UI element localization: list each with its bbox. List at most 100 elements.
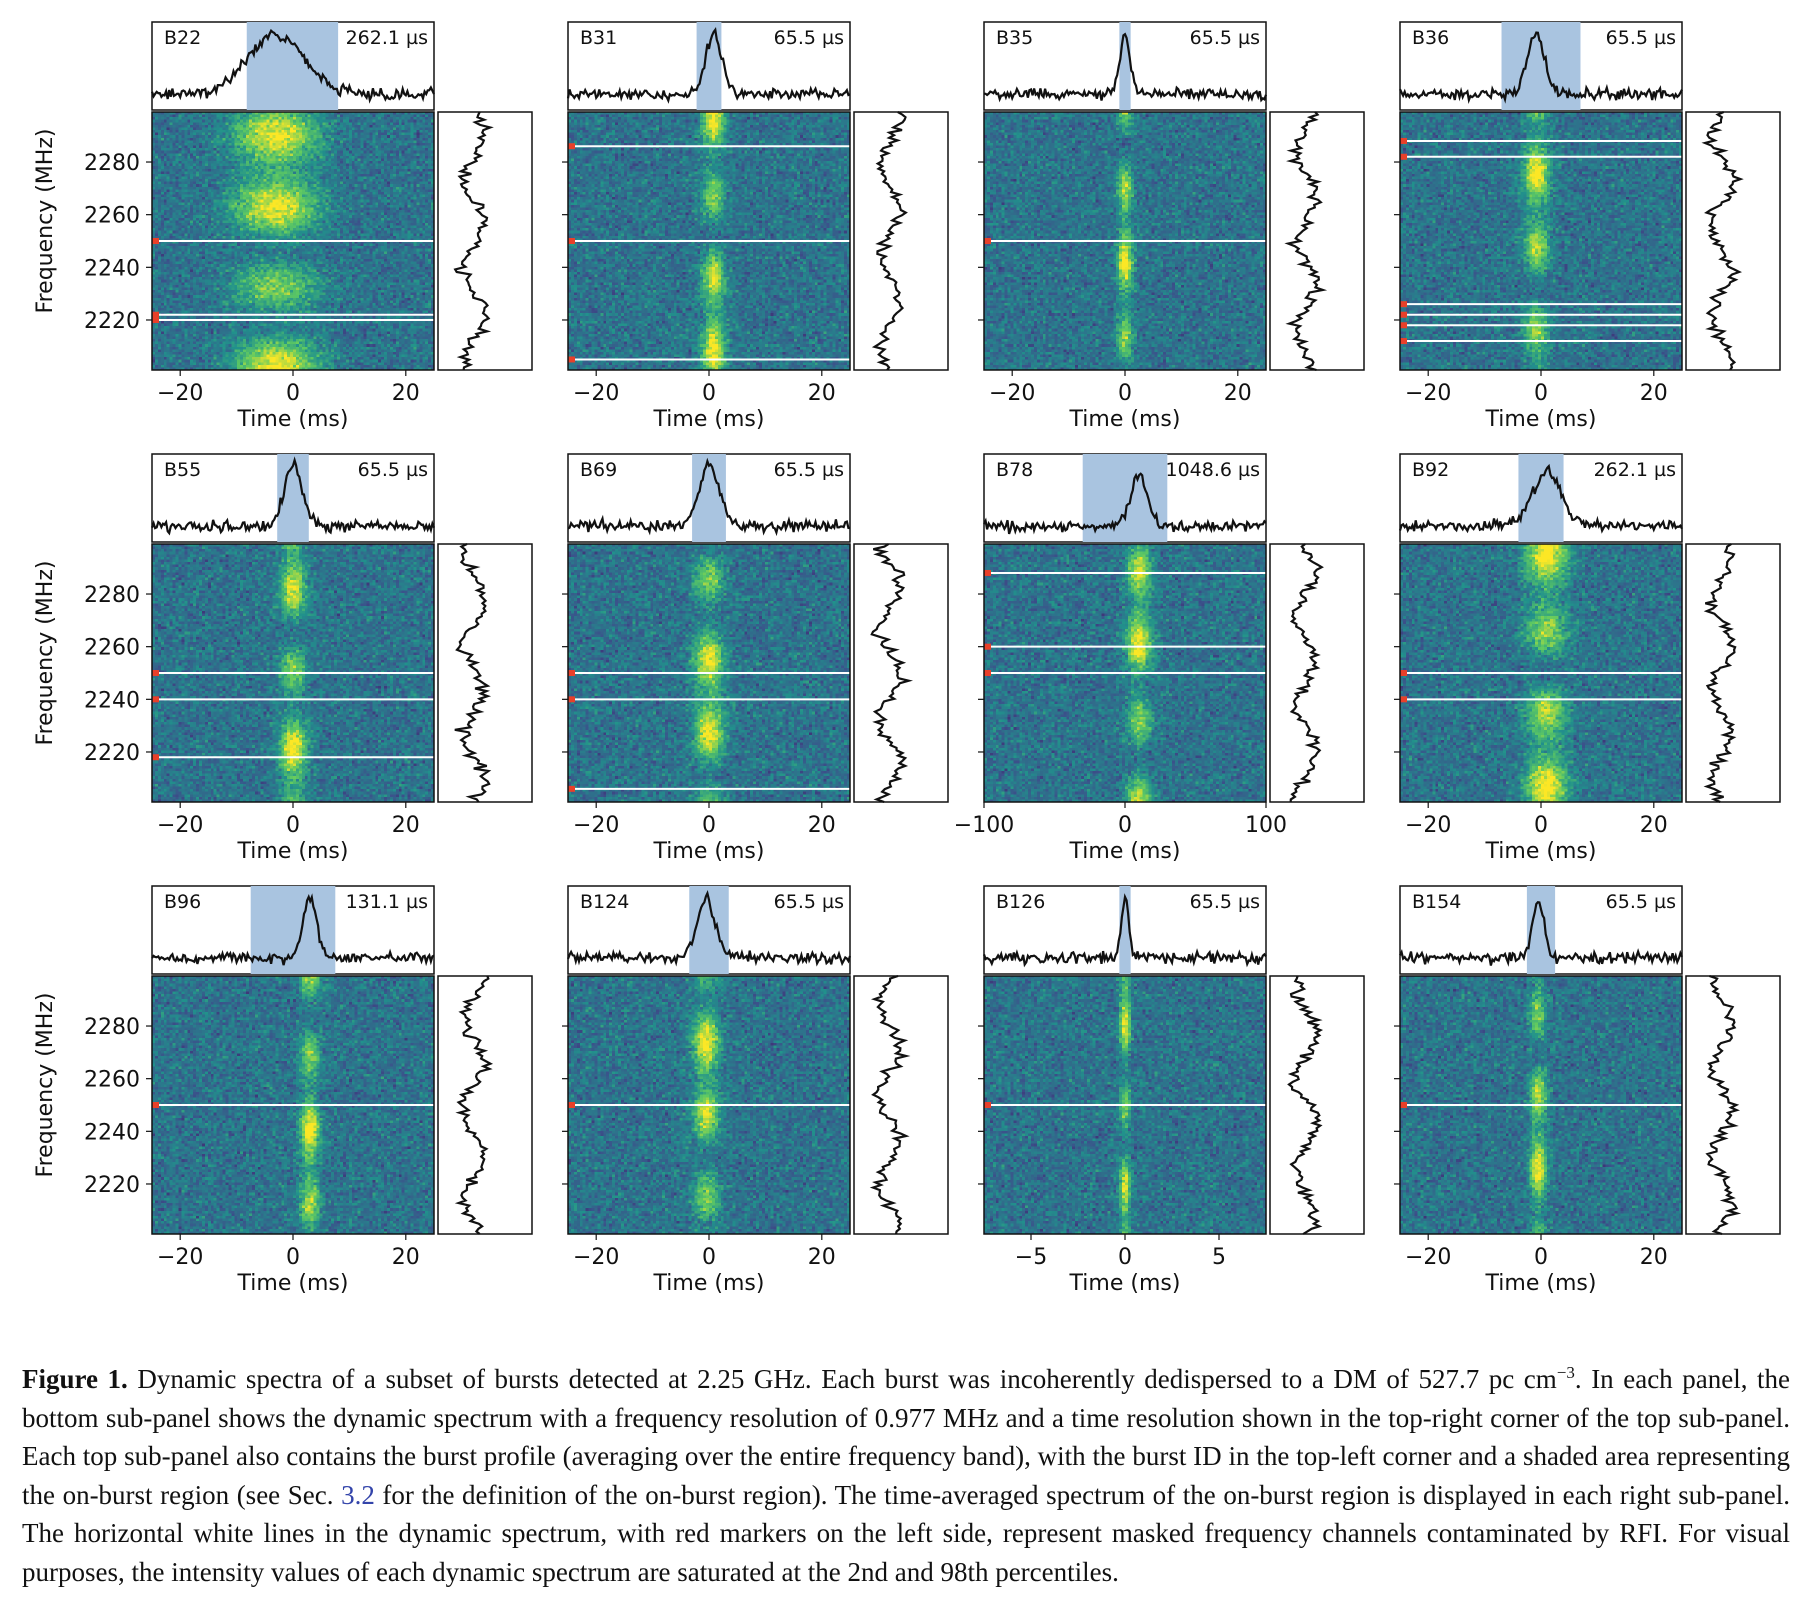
burst-profile-line: [983, 472, 1267, 535]
x-tick-label: 0: [286, 1245, 300, 1270]
x-axis-title: Time (ms): [1485, 407, 1597, 432]
x-tick-label: 20: [808, 1245, 836, 1270]
burst-profile-line: [566, 26, 851, 104]
x-tick-label: 5: [1212, 1245, 1226, 1270]
burst-id-label: B31: [580, 27, 617, 49]
x-tick-label: −20: [157, 381, 203, 406]
x-axis-title: Time (ms): [653, 1271, 765, 1296]
time-resolution-label: 262.1 µs: [346, 27, 428, 49]
y-tick-label: 2220: [84, 741, 140, 766]
x-tick-label: 0: [1118, 381, 1132, 406]
time-resolution-label: 1048.6 µs: [1165, 459, 1260, 481]
burst-profile-line: [983, 32, 1268, 103]
caption-text-3: for the definition of the on-burst regio…: [22, 1479, 1790, 1587]
spectrum-frame: [1269, 111, 1365, 371]
time-resolution-label: 65.5 µs: [774, 459, 844, 481]
x-tick-label: −5: [1015, 1245, 1047, 1270]
spectrum-line: [1287, 975, 1324, 1235]
y-tick-label: 2280: [84, 151, 140, 176]
time-resolution-label: 65.5 µs: [1606, 891, 1676, 913]
rfi-marker: [1400, 153, 1407, 160]
spectrum-line: [1701, 110, 1744, 371]
x-tick-label: 0: [286, 381, 300, 406]
spectrum-line: [1289, 543, 1324, 803]
caption-text-1: Dynamic spectra of a subset of bursts de…: [127, 1364, 1557, 1394]
y-tick-label: 2260: [84, 636, 140, 661]
y-axis-title: Frequency (MHz): [33, 129, 58, 314]
y-tick-label: 2280: [84, 1015, 140, 1040]
x-tick-label: −20: [573, 381, 619, 406]
x-tick-label: 20: [392, 381, 420, 406]
spectrum-line: [454, 975, 494, 1235]
y-tick-label: 2220: [84, 1173, 140, 1198]
caption-text-2: . In each panel, the bottom sub-panel sh…: [22, 1364, 1790, 1510]
rfi-marker: [152, 316, 159, 323]
burst-profile-line: [150, 28, 435, 104]
x-axis-title: Time (ms): [237, 407, 349, 432]
on-burst-region: [696, 22, 722, 110]
time-resolution-label: 65.5 µs: [1190, 27, 1260, 49]
y-tick-label: 2220: [84, 309, 140, 334]
rfi-marker: [1400, 696, 1407, 703]
x-tick-label: 20: [392, 1245, 420, 1270]
y-tick-label: 2260: [84, 1068, 140, 1093]
section-link[interactable]: 3.2: [341, 1479, 375, 1510]
on-burst-region: [1119, 22, 1131, 110]
x-tick-label: 0: [702, 813, 716, 838]
spectrum-frame: [437, 975, 533, 1235]
spectrum-frame: [437, 543, 533, 803]
x-tick-label: 20: [1640, 381, 1668, 406]
on-burst-region: [1518, 454, 1564, 542]
rfi-marker: [568, 696, 575, 703]
caption-label: Figure 1.: [22, 1364, 128, 1394]
time-resolution-label: 65.5 µs: [1190, 891, 1260, 913]
rfi-marker: [984, 643, 991, 650]
burst-profile-line: [150, 456, 436, 536]
rfi-marker: [568, 1102, 575, 1108]
spectrum-frame: [853, 975, 949, 1235]
spectrum-line: [454, 543, 492, 803]
spectrum-frame: [1685, 975, 1781, 1235]
time-resolution-label: 65.5 µs: [1606, 27, 1676, 49]
x-axis-title: Time (ms): [1069, 407, 1181, 432]
spectrum-line: [870, 543, 914, 804]
burst-id-label: B126: [996, 891, 1045, 913]
x-tick-label: 20: [1224, 381, 1252, 406]
y-axis-title: Frequency (MHz): [33, 993, 58, 1178]
x-tick-label: 0: [1534, 381, 1548, 406]
x-axis-title: Time (ms): [1069, 1271, 1181, 1296]
x-tick-label: −20: [573, 813, 619, 838]
rfi-marker: [568, 143, 575, 150]
x-tick-label: 0: [1118, 813, 1132, 838]
x-axis-title: Time (ms): [653, 839, 765, 864]
rfi-marker: [1400, 311, 1407, 318]
spectrum-frame: [853, 111, 949, 371]
x-tick-label: 0: [702, 381, 716, 406]
x-tick-label: 100: [1245, 813, 1287, 838]
figure-caption: Figure 1. Dynamic spectra of a subset of…: [22, 1360, 1790, 1591]
x-tick-label: 20: [1640, 1245, 1668, 1270]
rfi-marker: [152, 670, 159, 676]
burst-profile-line: [1399, 31, 1683, 104]
rfi-marker: [568, 238, 575, 244]
rfi-marker: [568, 670, 575, 676]
burst-profile-line: [567, 457, 851, 537]
y-axis-title: Frequency (MHz): [33, 561, 58, 746]
rfi-marker: [984, 569, 991, 576]
rfi-marker: [152, 1102, 159, 1108]
x-tick-label: 20: [808, 381, 836, 406]
y-tick-label: 2280: [84, 583, 140, 608]
burst-id-label: B36: [1412, 27, 1449, 49]
rfi-marker: [568, 356, 575, 363]
spectrum-frame: [853, 543, 949, 803]
spectrum-line: [453, 111, 494, 371]
x-tick-label: −20: [157, 1245, 203, 1270]
on-burst-region: [246, 22, 339, 110]
burst-id-label: B22: [164, 27, 201, 49]
y-tick-label: 2260: [84, 204, 140, 229]
x-tick-label: −20: [1405, 381, 1451, 406]
spectrum-line: [869, 974, 911, 1235]
burst-id-label: B92: [1412, 459, 1449, 481]
rfi-marker: [152, 238, 159, 244]
rfi-marker: [152, 696, 159, 703]
